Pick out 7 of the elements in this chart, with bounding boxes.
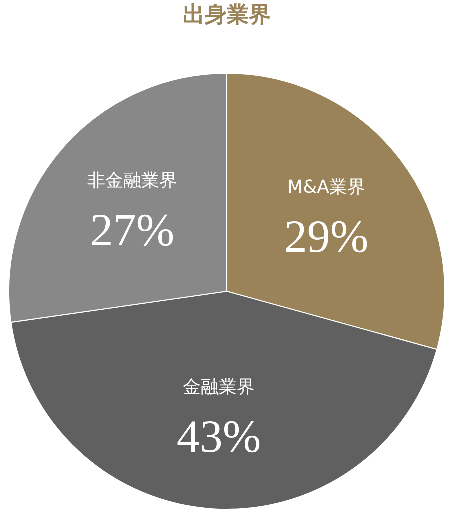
data-label: 27% <box>90 204 175 256</box>
slice-label: 非金融業界 <box>88 170 178 192</box>
slice-label: M&A業界 <box>288 176 366 198</box>
chart-title: 出身業界 <box>183 3 271 28</box>
data-label: 29% <box>284 210 369 262</box>
data-label: 43% <box>176 411 262 462</box>
slice-label: 金融業界 <box>183 377 256 398</box>
